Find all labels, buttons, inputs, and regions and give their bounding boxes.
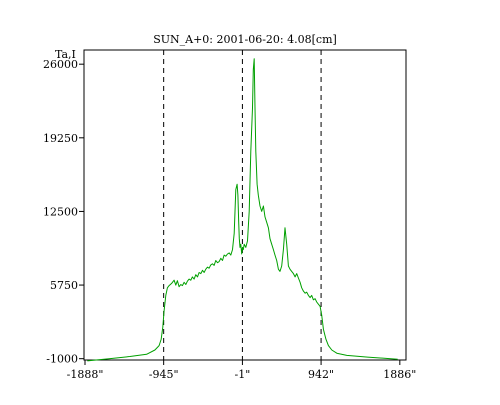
plot-frame	[83, 49, 407, 361]
dashed-lines	[163, 50, 322, 360]
series-line-0	[87, 58, 398, 362]
chart-title: SUN_A+0: 2001-06-20: 4.08[cm]	[153, 33, 337, 46]
x-ticks: -1888" -945" -1" 942" 1886"	[67, 360, 416, 381]
x-tick-label-0: -1888"	[67, 368, 104, 381]
y-tick-label-1: 5750	[50, 279, 78, 292]
y-ticks: -1000 5750 12500 19250 26000	[43, 58, 84, 366]
y-axis-label: Ta,I	[55, 48, 76, 61]
series-group	[87, 58, 398, 362]
y-tick-label-0: -1000	[46, 353, 78, 366]
x-tick-label-3: 942"	[308, 368, 334, 381]
x-tick-label-1: -945"	[149, 368, 179, 381]
y-tick-label-4: 26000	[43, 58, 78, 71]
x-tick-label-4: 1886"	[383, 368, 416, 381]
y-tick-label-3: 19250	[43, 132, 78, 145]
x-tick-label-2: -1"	[235, 368, 251, 381]
y-tick-label-2: 12500	[43, 205, 78, 218]
